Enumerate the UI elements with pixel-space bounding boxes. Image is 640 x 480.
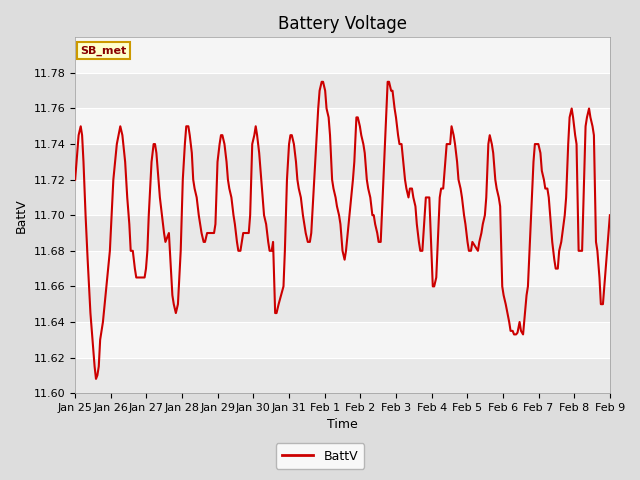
Bar <box>75 215 610 251</box>
X-axis label: Time: Time <box>327 419 358 432</box>
Bar <box>75 144 610 180</box>
Y-axis label: BattV: BattV <box>15 198 28 232</box>
Legend: BattV: BattV <box>276 444 364 469</box>
Bar <box>75 287 610 322</box>
Bar <box>75 180 610 215</box>
Bar <box>75 251 610 287</box>
Bar <box>75 322 610 358</box>
Text: SB_met: SB_met <box>81 45 127 56</box>
Bar <box>75 108 610 144</box>
Title: Battery Voltage: Battery Voltage <box>278 15 407 33</box>
Bar <box>75 358 610 393</box>
Bar <box>75 73 610 108</box>
